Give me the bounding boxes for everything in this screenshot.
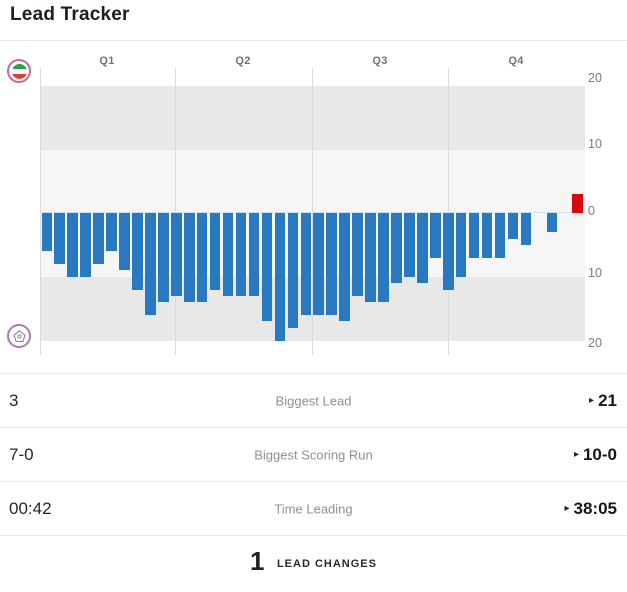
lead-bar-bottom-team	[468, 213, 480, 258]
lead-bar-bottom-team	[391, 213, 402, 284]
lead-bar-bottom-team	[235, 213, 247, 296]
stats-section: 3 Biggest Lead ▸ 21 7-0 Biggest Scoring …	[0, 373, 627, 536]
lead-bar-bottom-team	[248, 213, 260, 296]
stat-label: Time Leading	[274, 501, 353, 516]
team-top-logo	[7, 59, 31, 83]
quarter-gridline-q3q4	[448, 68, 449, 355]
lead-bar-bottom-team	[313, 213, 325, 315]
quarter-gridline-q2q3	[312, 68, 313, 355]
lead-bar-bottom-team	[481, 213, 493, 258]
iran-flag-icon	[11, 63, 27, 79]
lead-changes-count: 1	[250, 546, 265, 576]
y-tick-zero: 0	[588, 204, 595, 218]
lead-bar-bottom-team	[145, 213, 156, 315]
lead-bar-bottom-team	[158, 213, 169, 303]
lead-bar-bottom-team	[209, 213, 221, 290]
lead-bar-bottom-team	[196, 213, 208, 303]
lead-bar-bottom-team	[365, 213, 376, 303]
lead-bar-bottom-team	[546, 213, 558, 233]
lead-bar-bottom-team	[222, 213, 234, 296]
lead-bar-bottom-team	[442, 213, 454, 290]
lead-bar-bottom-team	[261, 213, 273, 322]
page-title: Lead Tracker	[10, 4, 130, 25]
lead-bar-bottom-team	[80, 213, 91, 277]
lead-changes-label: LEAD CHANGES	[276, 557, 377, 570]
lead-bar-bottom-team	[41, 213, 53, 252]
lead-bar-bottom-team	[352, 213, 363, 296]
title-divider	[0, 40, 627, 41]
lead-bar-bottom-team	[494, 213, 506, 258]
stat-label: Biggest Lead	[275, 393, 352, 408]
axis-left-line	[40, 68, 41, 355]
stat-right-group: ▸ 21	[589, 391, 617, 411]
quarter-label-q2: Q2	[235, 55, 251, 67]
quarter-label-q3: Q3	[372, 55, 388, 67]
y-tick-plus-20: 20	[588, 71, 602, 85]
lead-bar-bottom-team	[132, 213, 143, 290]
stat-row-biggest-scoring-run: 7-0 Biggest Scoring Run ▸ 10-0	[0, 427, 627, 481]
stat-label: Biggest Scoring Run	[254, 447, 373, 462]
y-tick-minus-20: 20	[588, 336, 602, 350]
stat-right-group: ▸ 10-0	[574, 445, 617, 465]
lead-bar-bottom-team	[300, 213, 312, 315]
lead-bar-bottom-team	[520, 213, 532, 245]
lead-bar-bottom-team	[455, 213, 467, 277]
leader-arrow-icon: ▸	[589, 395, 595, 406]
stat-row-time-leading: 00:42 Time Leading ▸ 38:05	[0, 481, 627, 536]
stat-left-value: 7-0	[9, 444, 34, 464]
lead-bar-bottom-team	[417, 213, 428, 284]
leader-arrow-icon: ▸	[573, 449, 579, 460]
lead-bar-bottom-team	[430, 213, 441, 258]
lead-changes-row: 1 LEAD CHANGES	[0, 546, 627, 577]
stat-right-value: 21	[598, 390, 617, 410]
y-tick-minus-10: 10	[588, 266, 602, 280]
lead-bar-bottom-team	[287, 213, 299, 328]
stat-right-group: ▸ 38:05	[564, 499, 617, 519]
stat-row-biggest-lead: 3 Biggest Lead ▸ 21	[0, 373, 627, 427]
lead-bar-bottom-team	[378, 213, 389, 303]
quarter-label-q1: Q1	[99, 55, 115, 67]
lead-bar-bottom-team	[404, 213, 415, 277]
quarter-label-q4: Q4	[508, 55, 524, 67]
pentagon-crest-icon	[12, 329, 26, 342]
lead-bar-bottom-team	[67, 213, 78, 277]
lead-bar-bottom-team	[507, 213, 519, 239]
stat-left-value: 3	[9, 390, 19, 410]
lead-bar-bottom-team	[54, 213, 66, 264]
lead-bar-bottom-team	[326, 213, 337, 315]
plot-area	[40, 68, 585, 356]
leader-arrow-icon: ▸	[564, 503, 570, 514]
stat-left-value: 00:42	[9, 498, 52, 518]
quarter-gridline-q1q2	[175, 68, 176, 355]
stat-right-value: 38:05	[573, 498, 617, 518]
lead-bar-bottom-team	[171, 213, 182, 296]
lead-bar-bottom-team	[183, 213, 195, 303]
lead-bar-bottom-team	[274, 213, 286, 341]
stat-right-value: 10-0	[582, 444, 617, 464]
team-bottom-logo	[7, 324, 31, 348]
lead-bar-bottom-team	[339, 213, 350, 322]
lead-bar-top-team	[572, 193, 584, 213]
lead-bar-bottom-team	[106, 213, 117, 252]
zero-axis-line	[40, 212, 585, 213]
lead-bar-bottom-team	[93, 213, 104, 264]
y-tick-plus-10: 10	[588, 137, 602, 151]
lead-bar-bottom-team	[119, 213, 130, 271]
